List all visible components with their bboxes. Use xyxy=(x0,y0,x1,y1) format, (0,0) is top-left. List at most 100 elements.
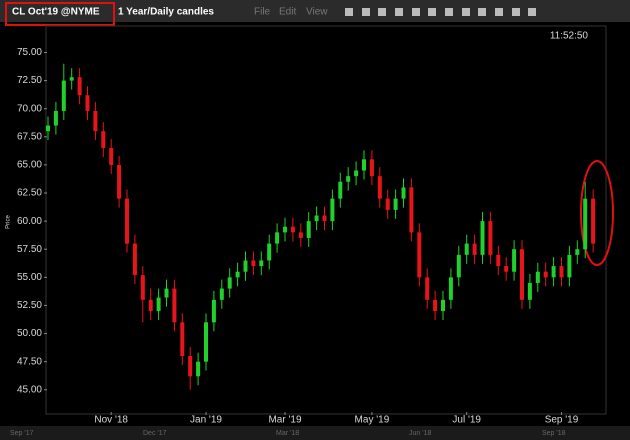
candle-body xyxy=(196,361,201,377)
candle-body xyxy=(472,243,477,255)
navigator-label: Sep '17 xyxy=(10,430,34,437)
candle-body xyxy=(464,243,469,255)
candle-body xyxy=(330,198,335,222)
candle-body xyxy=(567,254,572,278)
candle-body xyxy=(101,131,106,149)
candle-body xyxy=(188,356,193,377)
x-tick-label: Sep '19 xyxy=(545,415,579,426)
y-tick-label: 75.00 xyxy=(17,47,42,58)
y-tick-label: 67.50 xyxy=(17,131,42,142)
candle-body xyxy=(251,260,256,267)
navigator-label: Sep '18 xyxy=(542,430,566,437)
candle-body xyxy=(306,221,311,238)
y-tick-label: 52.50 xyxy=(17,300,42,311)
toolbar-icons[interactable] xyxy=(345,8,536,16)
candle-body xyxy=(354,170,359,177)
candle-body xyxy=(172,288,177,323)
y-tick-label: 45.00 xyxy=(17,384,42,395)
candle-body xyxy=(125,198,129,244)
y-tick-label: 47.50 xyxy=(17,356,42,367)
timeframe[interactable]: 1 Year/Daily candles xyxy=(118,7,214,18)
y-tick-label: 57.50 xyxy=(17,244,42,255)
candle-body xyxy=(480,221,485,255)
candle-body xyxy=(377,176,382,199)
candle-body xyxy=(535,271,540,283)
candle-body xyxy=(488,221,493,255)
candle-body xyxy=(235,271,240,278)
y-tick-label: 50.00 xyxy=(17,328,42,339)
candle-body xyxy=(77,77,82,96)
x-tick-label: Jan '19 xyxy=(190,415,222,426)
candle-body xyxy=(140,275,145,300)
candle-body xyxy=(227,277,232,289)
candle-body xyxy=(385,198,390,210)
candle-body xyxy=(456,254,461,278)
candle-body xyxy=(164,288,169,298)
candle-body xyxy=(148,299,153,312)
menu-item[interactable]: Edit xyxy=(279,7,296,18)
y-tick-label: 65.00 xyxy=(17,160,42,171)
highlight-circle xyxy=(580,160,614,266)
candle-body xyxy=(314,215,319,222)
candle-body xyxy=(448,277,453,300)
candle-body xyxy=(575,249,580,255)
candle-body xyxy=(259,260,264,267)
candle-body xyxy=(520,249,524,300)
candle-body xyxy=(243,260,248,272)
candle-body xyxy=(527,282,532,300)
candle-body xyxy=(417,232,422,278)
candle-body xyxy=(496,254,501,267)
candle-body xyxy=(362,159,366,171)
candle-body xyxy=(591,198,596,244)
candle-body xyxy=(132,243,137,276)
candle-body xyxy=(322,215,327,222)
candle-body xyxy=(69,77,74,81)
candle-body xyxy=(433,299,438,312)
y-tick-label: 62.50 xyxy=(17,188,42,199)
candle-body xyxy=(559,266,564,278)
candle-body xyxy=(393,198,398,210)
candle-body xyxy=(156,297,161,312)
x-tick-label: Mar '19 xyxy=(268,415,301,426)
candle-body xyxy=(93,110,98,132)
navigator-label: Dec '17 xyxy=(143,430,167,437)
candle-body xyxy=(425,277,430,300)
candle-body xyxy=(504,266,509,272)
candle-body xyxy=(409,187,414,233)
highlight-box xyxy=(5,2,115,26)
candle-body xyxy=(85,95,90,111)
candle-body xyxy=(441,299,445,312)
y-tick-label: 60.00 xyxy=(17,216,42,227)
navigator-label: Jun '18 xyxy=(409,430,431,437)
candle-body xyxy=(109,148,114,165)
x-tick-label: Nov '18 xyxy=(94,415,128,426)
navigator-label: Mar '18 xyxy=(276,430,299,437)
candle-body xyxy=(512,249,517,272)
candle-body xyxy=(290,226,295,233)
menu-item[interactable]: File xyxy=(254,7,271,18)
candle-body xyxy=(117,164,122,199)
y-tick-label: 70.00 xyxy=(17,103,42,114)
candle-body xyxy=(543,271,548,278)
x-tick-label: Jul '19 xyxy=(452,415,481,426)
symbol[interactable]: CL Oct'19 @NYME xyxy=(12,7,100,18)
candle-body xyxy=(583,198,588,250)
candle-body xyxy=(551,266,556,278)
candle-body xyxy=(180,322,185,357)
toolbar xyxy=(0,0,630,22)
candle-body xyxy=(346,176,351,182)
plot-frame xyxy=(45,25,607,415)
candle-body xyxy=(46,125,50,132)
candle-body xyxy=(338,181,343,199)
candle-body xyxy=(275,232,280,244)
candle-body xyxy=(401,187,406,199)
candle-body xyxy=(61,80,66,111)
y-tick-label: 72.50 xyxy=(17,75,42,86)
y-tick-label: 55.00 xyxy=(17,272,42,283)
menu-item[interactable]: View xyxy=(306,7,328,18)
navigator[interactable] xyxy=(0,426,630,440)
candle-body xyxy=(219,288,224,300)
x-tick-label: May '19 xyxy=(355,415,390,426)
candle-body xyxy=(298,232,303,238)
